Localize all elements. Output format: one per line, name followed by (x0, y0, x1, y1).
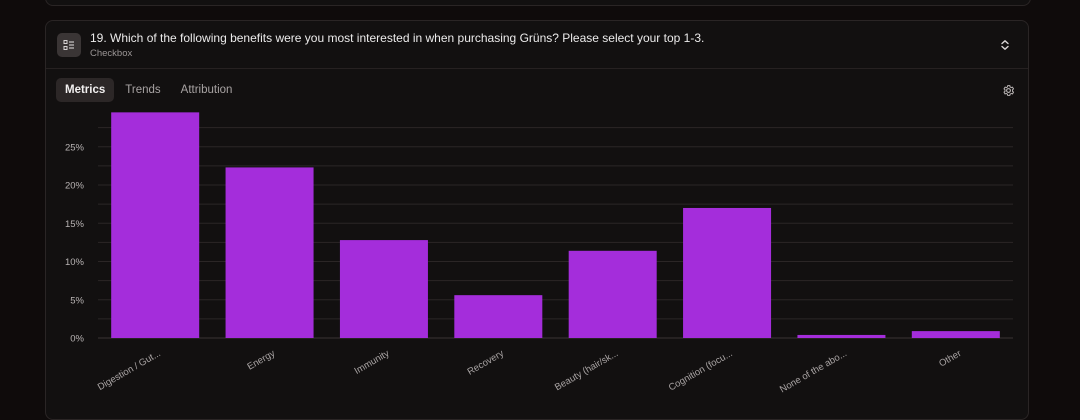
view-tabs: Metrics Trends Attribution (56, 78, 241, 102)
x-category-label: Immunity (353, 348, 392, 377)
bar-0[interactable] (111, 112, 200, 338)
y-tick-label: 20% (65, 181, 85, 192)
y-tick-label: 10% (65, 257, 85, 268)
chevron-up-down-icon[interactable] (996, 36, 1014, 54)
bar-6[interactable] (797, 334, 886, 338)
bar-2[interactable] (339, 240, 428, 338)
tab-attribution[interactable]: Attribution (180, 84, 233, 96)
gear-icon[interactable] (1000, 82, 1016, 98)
y-tick-label: 0% (70, 334, 84, 345)
checklist-icon (57, 33, 81, 57)
question-type-label: Checkbox (90, 48, 133, 59)
x-category-label: Cognition (focu... (667, 348, 735, 393)
x-category-label: Other (937, 348, 963, 369)
bar-chart: 0% 5% 10% 15% 20% 25% Digestion / Gut... Energy… (65, 112, 1013, 395)
question-card: 19. Which of the following benefits were… (45, 20, 1029, 420)
bar-3[interactable] (454, 295, 543, 338)
bar-1[interactable] (225, 167, 314, 338)
bar-5[interactable] (683, 207, 772, 338)
x-category-label: Digestion / Gut... (96, 348, 163, 393)
previous-question-card (45, 0, 1031, 6)
y-tick-label: 15% (65, 219, 85, 230)
y-tick-label: 5% (70, 295, 84, 306)
x-category-label: Recovery (466, 348, 506, 378)
x-category-label: Beauty (hair/sk... (553, 348, 620, 393)
question-header: 19. Which of the following benefits were… (46, 21, 1028, 69)
bar-7[interactable] (911, 331, 1000, 338)
tab-trends[interactable]: Trends (125, 84, 161, 96)
question-title: 19. Which of the following benefits were… (90, 31, 705, 45)
x-category-label: None of the abo... (778, 348, 849, 395)
y-tick-label: 25% (65, 142, 85, 153)
tab-metrics[interactable]: Metrics (56, 78, 115, 102)
x-category-label: Energy (245, 348, 277, 373)
bar-4[interactable] (568, 250, 657, 338)
